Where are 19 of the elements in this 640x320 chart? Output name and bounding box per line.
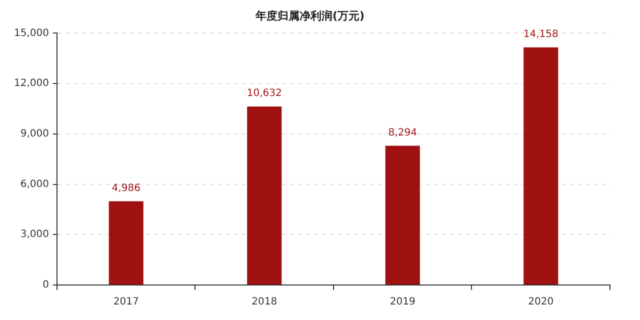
bar xyxy=(385,146,420,284)
y-tick-label: 9,000 xyxy=(20,128,49,140)
data-label: 8,294 xyxy=(388,127,417,138)
x-tick-label: 2019 xyxy=(390,296,416,308)
bar xyxy=(524,47,558,284)
bar xyxy=(108,201,144,284)
x-tick-label: 2020 xyxy=(528,296,554,308)
y-tick-label: 6,000 xyxy=(20,178,49,190)
x-tick-label: 2017 xyxy=(113,296,139,308)
y-tick-label: 3,000 xyxy=(20,229,49,240)
x-tick-label: 2018 xyxy=(252,296,278,308)
data-label: 4,986 xyxy=(112,182,140,194)
chart-title: 年度归属净利润(万元) xyxy=(254,9,365,22)
bar xyxy=(247,106,282,284)
data-label: 14,158 xyxy=(523,28,558,40)
data-label: 10,632 xyxy=(246,88,282,100)
y-tick-label: 15,000 xyxy=(14,28,49,39)
y-tick-label: 12,000 xyxy=(14,78,49,90)
y-tick-label: 0 xyxy=(42,280,49,291)
